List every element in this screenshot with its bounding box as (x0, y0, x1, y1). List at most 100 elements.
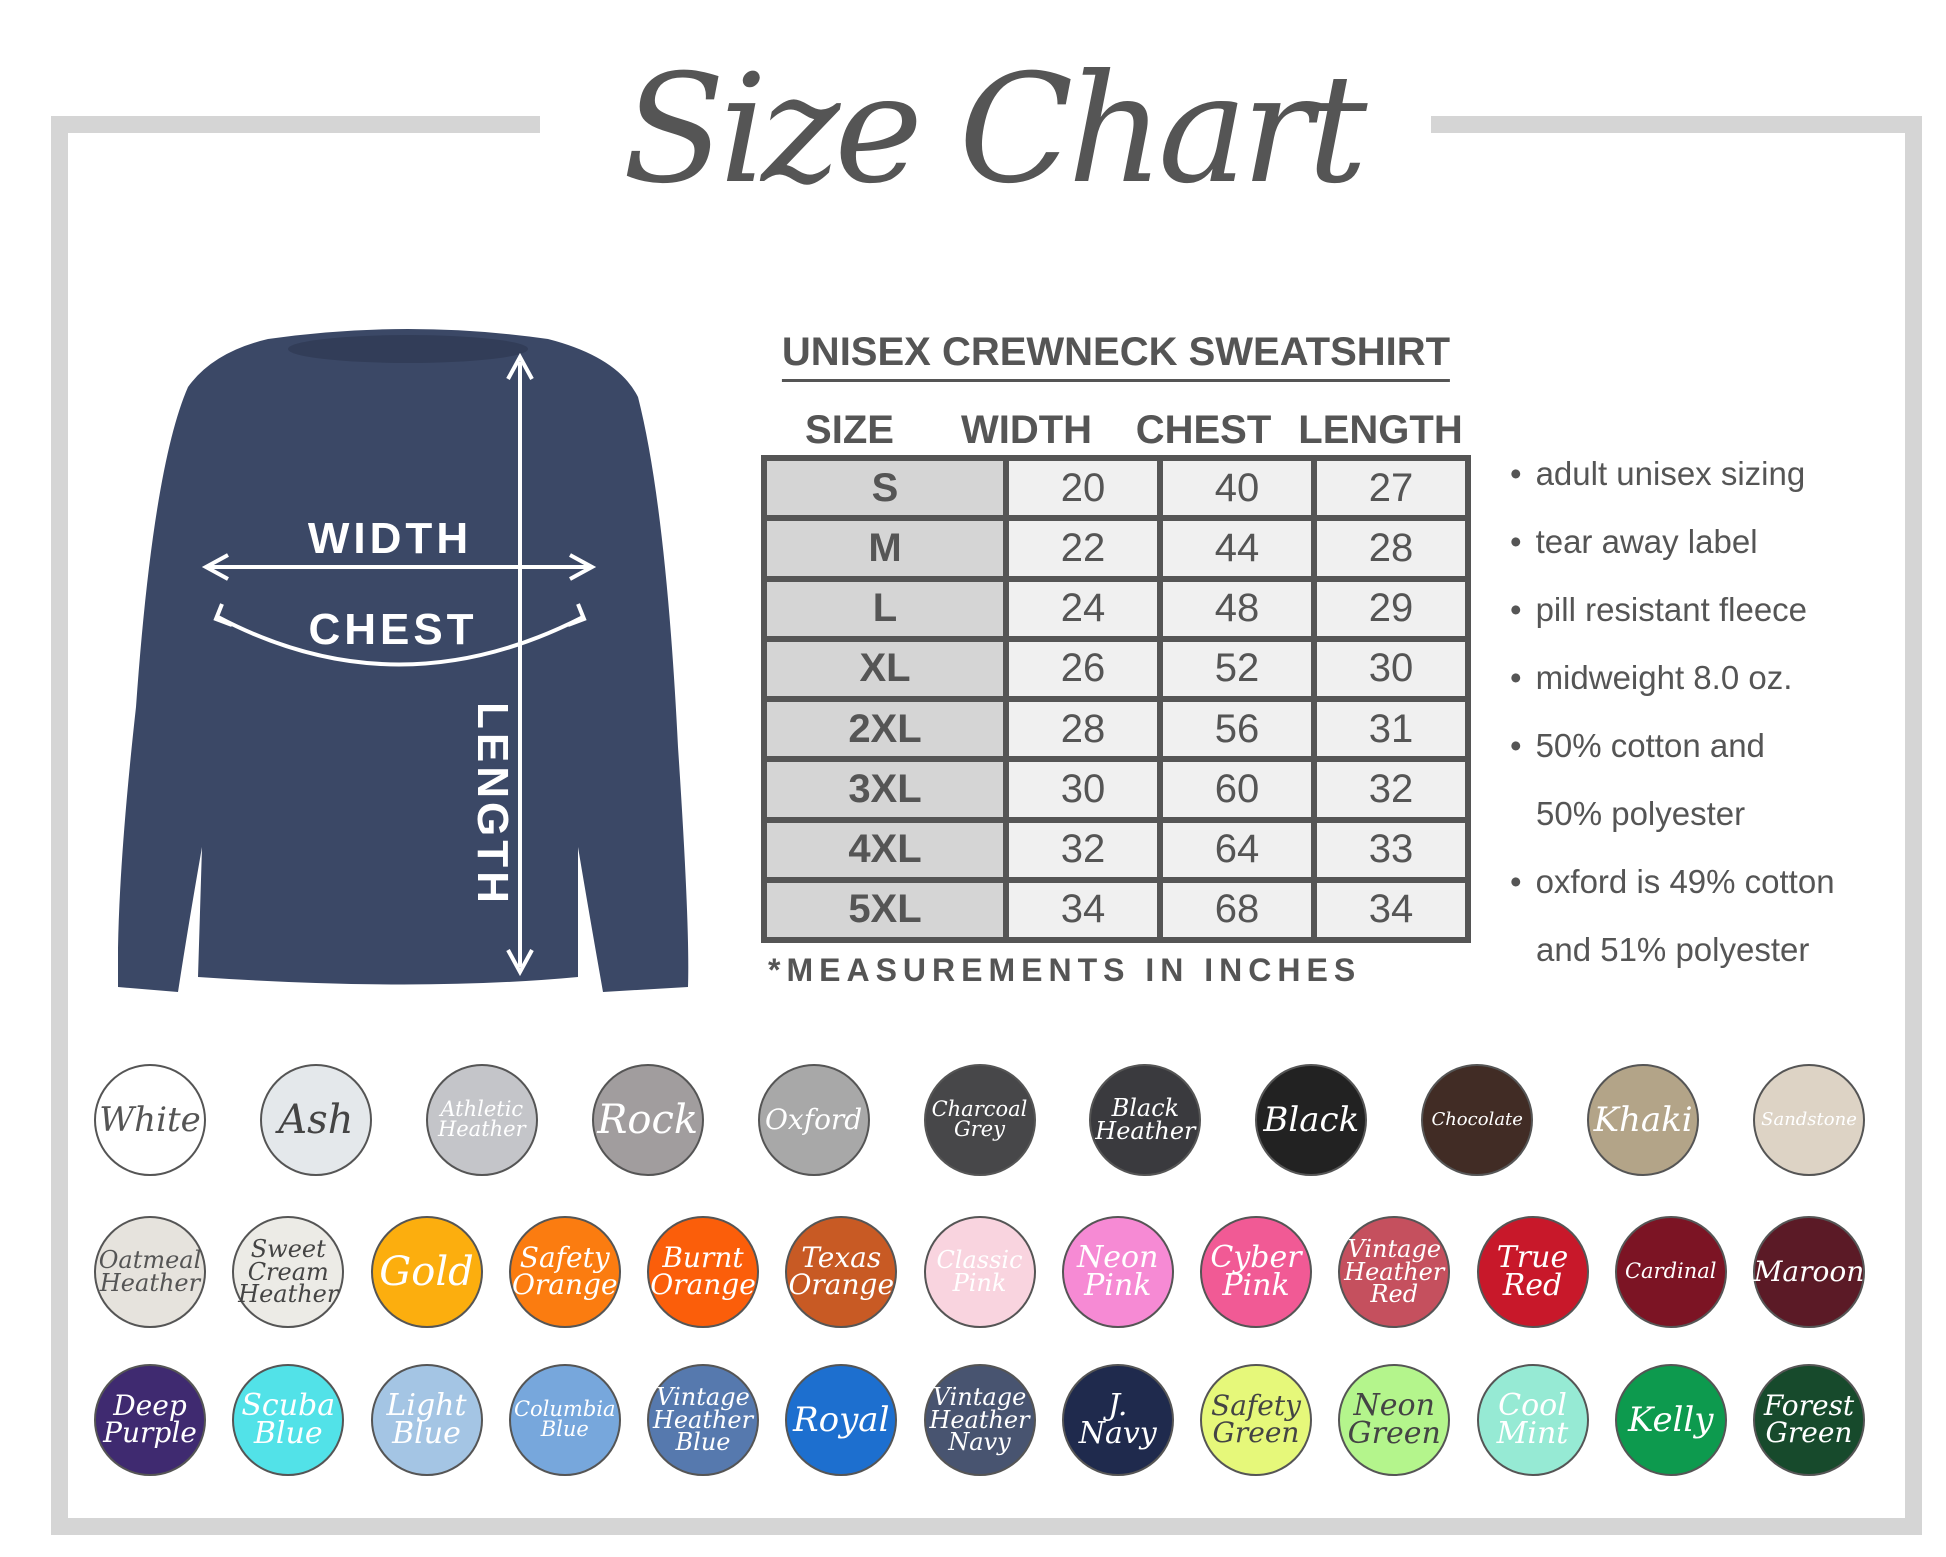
length-cell: 32 (1310, 756, 1472, 823)
feature-item: midweight 8.0 oz. (1510, 644, 1835, 712)
color-swatch[interactable]: Cyber Pink (1200, 1216, 1312, 1328)
chart-frame (51, 116, 1922, 1535)
color-swatch[interactable]: Chocolate (1421, 1064, 1534, 1176)
table-header: SIZE WIDTH CHEST LENGTH (761, 408, 1471, 453)
header-width: WIDTH (960, 408, 1093, 452)
color-swatch[interactable]: Burnt Orange (647, 1216, 759, 1328)
size-cell: M (761, 515, 1009, 582)
chest-cell: 56 (1156, 695, 1317, 763)
sweatshirt-image (118, 329, 689, 992)
chest-cell: 52 (1156, 635, 1317, 703)
color-swatch[interactable]: Vintage Heather Red (1338, 1216, 1451, 1328)
feature-item: 50% cotton and (1510, 712, 1835, 780)
color-swatch[interactable]: Cool Mint (1476, 1364, 1589, 1476)
frame-gap (540, 105, 1431, 145)
footnote: *MEASUREMENTS IN INCHES (768, 952, 1362, 988)
feature-item: 50% polyester (1536, 795, 1746, 832)
table-row: S 20 40 27 (761, 454, 1472, 522)
chest-cell: 40 (1156, 454, 1317, 522)
feature-list: adult unisex sizingtear away labelpill r… (1510, 440, 1835, 984)
chest-cell: 68 (1156, 876, 1317, 944)
chest-cell: 44 (1156, 515, 1317, 582)
color-swatch[interactable]: Sandstone (1753, 1064, 1865, 1176)
length-cell: 33 (1310, 816, 1472, 883)
color-swatch[interactable]: Forest Green (1753, 1364, 1865, 1476)
chest-cell: 48 (1156, 575, 1317, 642)
color-swatch[interactable]: Light Blue (370, 1364, 483, 1476)
color-swatch[interactable]: Cardinal (1614, 1216, 1727, 1328)
chest-label: CHEST (308, 605, 477, 654)
color-swatch[interactable]: Khaki (1587, 1064, 1700, 1176)
color-swatch[interactable]: Black Heather (1089, 1064, 1202, 1176)
color-swatch[interactable]: Safety Green (1200, 1364, 1312, 1476)
width-cell: 30 (1003, 756, 1163, 823)
color-swatch[interactable]: Rock (591, 1064, 704, 1176)
feature-item: tear away label (1510, 508, 1835, 576)
table-row: L 24 48 29 (761, 575, 1472, 642)
table-row: 5XL 34 68 34 (761, 876, 1472, 944)
color-swatch[interactable]: Texas Orange (785, 1216, 898, 1328)
width-cell: 32 (1003, 816, 1163, 883)
color-swatch[interactable]: Maroon (1753, 1216, 1865, 1328)
color-swatch[interactable]: Black (1255, 1064, 1368, 1176)
table-row: M 22 44 28 (761, 515, 1472, 582)
color-swatch[interactable]: Scuba Blue (232, 1364, 345, 1476)
feature-item: pill resistant fleece (1510, 576, 1835, 644)
length-cell: 29 (1310, 575, 1472, 642)
width-cell: 24 (1003, 575, 1163, 642)
length-cell: 34 (1310, 876, 1472, 944)
length-cell: 30 (1310, 635, 1472, 703)
header-chest: CHEST (1135, 408, 1272, 452)
size-cell: L (761, 575, 1009, 642)
collar (288, 335, 528, 363)
color-swatch[interactable]: Neon Pink (1061, 1216, 1174, 1328)
color-swatch[interactable]: Safety Orange (508, 1216, 621, 1328)
color-swatch[interactable]: Oxford (757, 1064, 870, 1176)
width-cell: 26 (1003, 635, 1163, 703)
width-label: WIDTH (308, 514, 472, 563)
width-cell: 28 (1003, 695, 1163, 763)
color-swatch[interactable]: Ash (259, 1064, 372, 1176)
color-swatch[interactable]: Sweet Cream Heather (232, 1216, 345, 1328)
color-swatch[interactable]: True Red (1476, 1216, 1589, 1328)
color-swatch[interactable]: Oatmeal Heather (94, 1216, 206, 1328)
color-swatch[interactable]: Classic Pink (923, 1216, 1036, 1328)
color-swatch[interactable]: Vintage Heather Blue (647, 1364, 759, 1476)
header-length: LENGTH (1298, 408, 1463, 452)
length-cell: 31 (1310, 695, 1472, 763)
width-cell: 20 (1003, 454, 1163, 522)
page-title: Size Chart (622, 43, 1368, 217)
color-swatch[interactable]: Deep Purple (94, 1364, 206, 1476)
width-cell: 34 (1003, 876, 1163, 944)
product-heading: UNISEX CREWNECK SWEATSHIRT (781, 330, 1451, 382)
size-cell: 3XL (761, 756, 1009, 823)
color-swatch[interactable]: Gold (370, 1216, 483, 1328)
width-cell: 22 (1003, 515, 1163, 582)
size-cell: 4XL (761, 816, 1009, 883)
table-row: 2XL 28 56 31 (761, 695, 1472, 763)
color-swatch[interactable]: Kelly (1614, 1364, 1727, 1476)
color-swatch[interactable]: Charcoal Grey (923, 1064, 1036, 1176)
size-cell: 5XL (761, 876, 1009, 944)
sweatshirt-diagram: WIDTH CHEST LENGTH (118, 329, 689, 992)
color-swatch[interactable]: White (94, 1064, 206, 1176)
length-cell: 27 (1310, 454, 1472, 522)
size-table: S 20 40 27 M 22 44 28 L 24 48 29 XL 26 52 30 2XL 28 56 31 3X… (761, 454, 1472, 944)
color-swatch[interactable]: J. Navy (1061, 1364, 1174, 1476)
length-label: LENGTH (468, 702, 517, 907)
size-cell: XL (761, 635, 1009, 703)
color-swatch[interactable]: Vintage Heather Navy (923, 1364, 1036, 1476)
color-swatch[interactable]: Neon Green (1338, 1364, 1451, 1476)
feature-item: adult unisex sizing (1510, 440, 1835, 508)
color-swatch[interactable]: Royal (785, 1364, 898, 1476)
header-size: SIZE (805, 408, 894, 452)
size-cell: 2XL (761, 695, 1009, 763)
color-swatch[interactable]: Columbia Blue (508, 1364, 621, 1476)
table-row: 3XL 30 60 32 (761, 756, 1472, 823)
size-cell: S (761, 454, 1009, 522)
chest-cell: 64 (1156, 816, 1317, 883)
length-cell: 28 (1310, 515, 1472, 582)
table-row: XL 26 52 30 (761, 635, 1472, 703)
color-swatch[interactable]: Athletic Heather (425, 1064, 538, 1176)
